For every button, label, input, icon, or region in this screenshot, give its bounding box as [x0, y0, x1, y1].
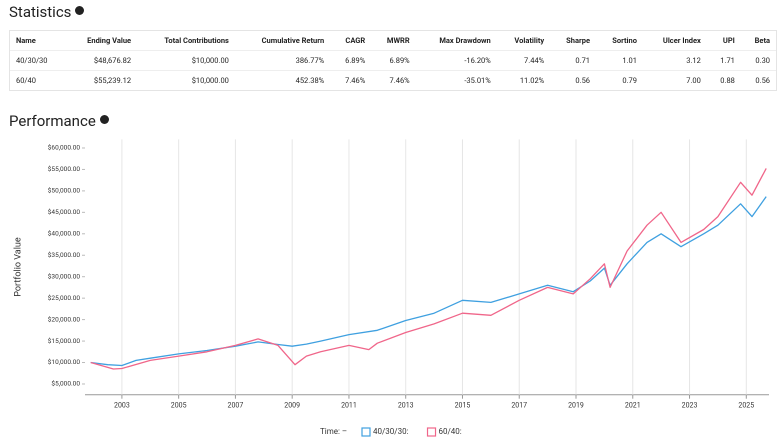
x-tick-label: 2013 [398, 402, 414, 410]
info-icon[interactable] [75, 6, 85, 15]
column-header: Sharpe [566, 36, 590, 45]
table-cell: 6.89% [330, 50, 372, 71]
column-header: Max Drawdown [439, 36, 491, 45]
table-cell: 1.01 [596, 50, 643, 71]
section-title: Statistics [9, 3, 85, 21]
table-cell: 0.56 [740, 70, 776, 90]
legend-swatch[interactable] [426, 427, 437, 437]
stats-table: Name Ending Value Total Contributions Cumul… [9, 30, 777, 91]
table-cell: 1.71 [706, 50, 741, 71]
series-line [90, 196, 767, 367]
x-tick-label: 2025 [738, 402, 754, 410]
table-cell: 452.38% [234, 70, 331, 90]
y-tick-label: $55,000.00 [48, 165, 81, 173]
table-cell: 7.46% [330, 70, 372, 90]
table-cell: 0.71 [550, 50, 596, 71]
section-title: Performance [9, 112, 109, 130]
table-cell: 60/40 [10, 70, 66, 90]
x-tick-label: 2007 [228, 402, 244, 410]
y-tick-label: $60,000.00 [48, 144, 81, 152]
y-tick-label: $5,000.00 [51, 380, 80, 388]
legend-label: 40/30/30: [373, 427, 409, 436]
table-cell: 40/30/30 [10, 50, 66, 71]
table-cell: -35.01% [415, 70, 497, 90]
column-header: Beta [754, 36, 770, 45]
table-row: 60/40 $55,239.12 $10,000.00 452.38% 7.46% 7.4… [10, 70, 776, 90]
y-tick-label: $15,000.00 [48, 337, 81, 345]
table-cell: 7.00 [642, 70, 707, 90]
x-tick-label: 2019 [568, 402, 584, 410]
table-cell: $10,000.00 [137, 70, 235, 90]
x-tick-label: 2011 [341, 402, 357, 410]
table-cell: 0.30 [740, 50, 776, 71]
chart: 2003 2005 2007 2009 2011 2013 2015 2017 2019 2021… [13, 139, 769, 437]
series-line [90, 168, 767, 370]
table-cell: $48,676.82 [65, 50, 138, 71]
title-text: Statistics [9, 3, 72, 21]
table-cell: 7.44% [496, 50, 551, 71]
column-header: Ending Value [87, 36, 132, 45]
column-header: Volatility [514, 36, 545, 45]
table-cell: 0.79 [596, 70, 643, 90]
x-tick-label: 2003 [114, 402, 130, 410]
y-tick-label: $35,000.00 [48, 251, 81, 259]
table-cell: 11.02% [496, 70, 551, 90]
info-icon[interactable] [99, 115, 109, 124]
column-header: Cumulative Return [261, 36, 325, 45]
legend-label: 60/40: [439, 427, 462, 436]
legend-swatch[interactable] [361, 427, 371, 437]
y-axis-label: Portfolio Value [13, 237, 23, 297]
x-tick-label: 2017 [511, 402, 527, 410]
table-cell: 0.88 [706, 70, 741, 90]
x-tick-label: 2009 [284, 402, 300, 410]
table-cell: $55,239.12 [65, 70, 138, 90]
x-tick-label: 2015 [455, 402, 471, 410]
column-header: UPI [722, 36, 735, 45]
y-tick-label: $30,000.00 [48, 272, 81, 280]
x-tick-label: 2023 [682, 402, 698, 410]
x-tick-label: 2005 [171, 402, 187, 410]
legend-title: Time: – [320, 427, 347, 436]
table-cell: 6.89% [371, 50, 416, 71]
title-text: Performance [9, 112, 96, 130]
table-cell: 3.12 [642, 50, 707, 71]
column-header: Name [16, 36, 36, 45]
table-cell: $10,000.00 [137, 50, 235, 71]
column-header: Sortino [612, 36, 637, 45]
column-header: Total Contributions [164, 36, 229, 45]
table-cell: 0.56 [550, 70, 596, 90]
y-tick-label: $45,000.00 [48, 208, 81, 216]
column-header: Ulcer Index [662, 36, 701, 45]
column-header: MWRR [386, 36, 410, 45]
column-header: CAGR [345, 36, 366, 45]
table-cell: 386.77% [234, 50, 331, 71]
y-tick-label: $25,000.00 [48, 294, 81, 302]
y-tick-label: $50,000.00 [48, 187, 81, 195]
y-tick-label: $40,000.00 [48, 230, 81, 238]
table-cell: 7.46% [371, 70, 416, 90]
y-tick-label: $10,000.00 [48, 358, 81, 366]
table-row: 40/30/30 $48,676.82 $10,000.00 386.77% 6.89%… [10, 50, 776, 71]
y-tick-label: $20,000.00 [48, 315, 81, 323]
table-cell: -16.20% [415, 50, 497, 71]
x-tick-label: 2021 [625, 402, 641, 410]
